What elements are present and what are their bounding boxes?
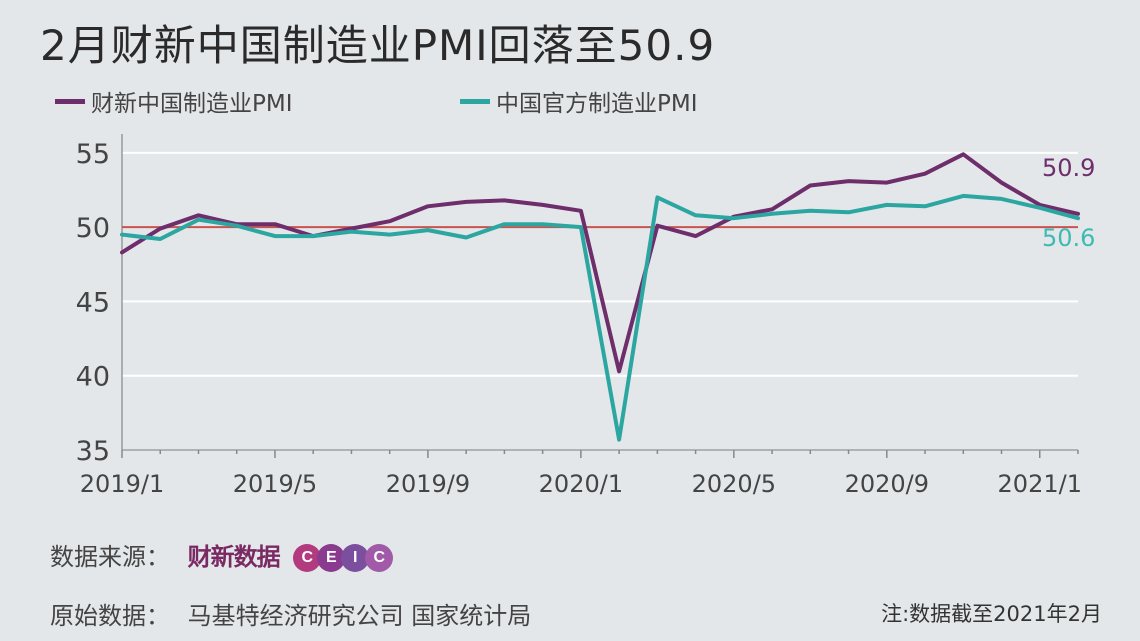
- ceic-logo-letter: C: [293, 544, 322, 572]
- legend-label-official: 中国官方制造业PMI: [496, 91, 698, 117]
- x-tick-label: 2019/9: [386, 470, 470, 498]
- footer-source: 数据来源： 财新数据 C E I C: [50, 537, 394, 572]
- series-line-official: [120, 193, 1080, 442]
- ceic-logo-letter: C: [365, 544, 394, 572]
- x-tick-label: 2020/9: [845, 470, 929, 498]
- legend-item-caixin: 财新中国制造业PMI: [55, 84, 293, 118]
- caixin-data-logo: 财新数据: [187, 543, 281, 571]
- source-label: 数据来源：: [50, 543, 170, 571]
- y-tick-label: 50: [76, 213, 110, 244]
- footer-origin: 原始数据： 马基特经济研究公司 国家统计局: [50, 596, 531, 631]
- ceic-logo: C E I C: [293, 544, 394, 572]
- y-tick-label: 40: [76, 362, 110, 393]
- y-tick-label: 55: [76, 139, 110, 170]
- x-tick-label: 2020/5: [692, 470, 776, 498]
- x-tick-label: 2019/1: [80, 470, 164, 498]
- x-tick-label: 2021/1: [998, 470, 1082, 498]
- x-tick-label: 2019/5: [233, 470, 317, 498]
- origin-value: 马基特经济研究公司 国家统计局: [187, 602, 532, 630]
- series-line-caixin: [120, 152, 1080, 374]
- legend-label-caixin: 财新中国制造业PMI: [91, 91, 293, 117]
- pmi-line-chart: 35 40 45 50 55 2019/1 2019/5 2019/9 2020/1 2020/5…: [76, 134, 1095, 498]
- y-tick-label: 35: [76, 436, 110, 467]
- x-tick-label: 2020/1: [539, 470, 623, 498]
- legend-swatch-caixin: [55, 98, 85, 104]
- chart-title: 2月财新中国制造业PMI回落至50.9: [40, 21, 716, 70]
- y-tick-label: 45: [76, 287, 110, 318]
- ceic-logo-letter: E: [317, 544, 346, 572]
- data-cutoff-note: 注:数据截至2021年2月: [881, 602, 1102, 626]
- ceic-logo-letter: I: [341, 544, 370, 572]
- legend-item-official: 中国官方制造业PMI: [460, 84, 698, 118]
- end-label-official: 50.6: [1042, 224, 1095, 252]
- end-label-caixin: 50.9: [1042, 154, 1095, 182]
- origin-label: 原始数据：: [50, 602, 170, 630]
- legend-swatch-official: [460, 98, 490, 104]
